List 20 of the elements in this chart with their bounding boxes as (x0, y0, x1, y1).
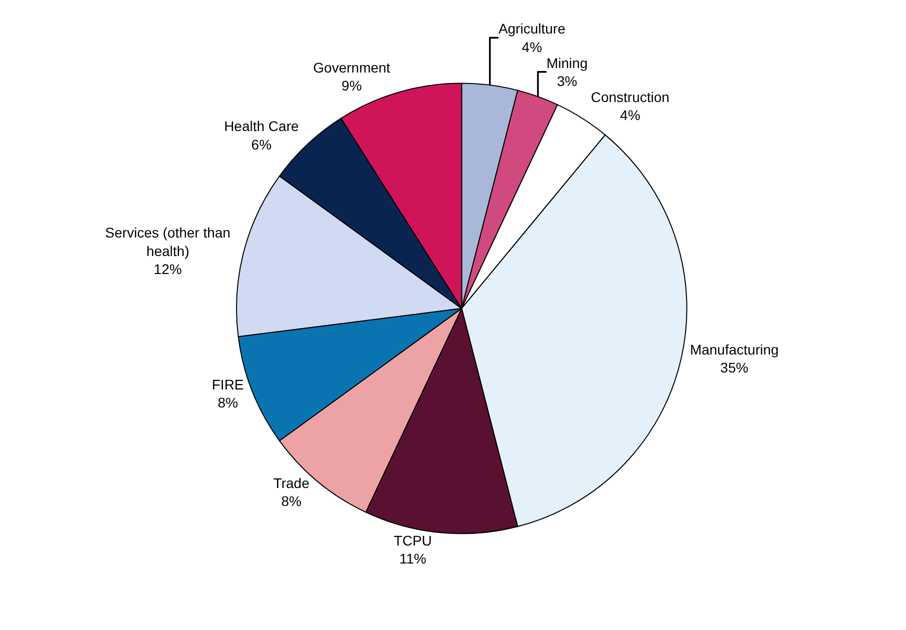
slice-label: Mining (546, 54, 588, 71)
data-label: 11% (399, 550, 426, 567)
slice-label: Government (313, 59, 390, 76)
data-label: 3% (556, 73, 578, 90)
slice-label: Construction (590, 89, 670, 106)
slice-label: FIRE (212, 376, 244, 393)
slice-label: Manufacturing (690, 341, 779, 358)
data-label: 12% (154, 261, 182, 278)
slice-label: Services (other than health) (105, 224, 230, 259)
slice-label: Health Care (224, 118, 299, 134)
slice-label: Agriculture (498, 20, 566, 37)
data-label: 6% (251, 136, 272, 152)
slice-label: Trade (273, 474, 310, 491)
data-label: 4% (620, 107, 640, 124)
data-label: 8% (218, 394, 238, 411)
slice-label: TCPU (394, 532, 432, 548)
data-label: 35% (720, 359, 748, 376)
data-label: 4% (522, 38, 542, 55)
data-label: 9% (342, 78, 362, 94)
data-label: 8% (281, 493, 302, 510)
